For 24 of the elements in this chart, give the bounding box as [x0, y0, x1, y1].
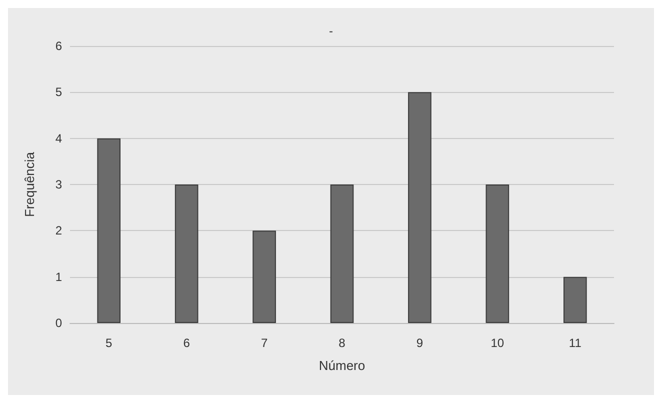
bar — [252, 230, 276, 323]
x-tick-label: 10 — [490, 336, 504, 350]
x-tick-label: 5 — [106, 336, 113, 350]
y-tick-label: 0 — [55, 316, 62, 330]
y-tick-label: 1 — [55, 270, 62, 284]
y-tick-label: 3 — [55, 178, 62, 192]
y-tick-label: 5 — [55, 85, 62, 100]
chart-title: - — [329, 24, 333, 38]
y-tick-label: 4 — [55, 131, 62, 146]
y-axis-title: Frequência — [22, 151, 37, 218]
x-axis-title: Número — [318, 358, 366, 373]
bar — [97, 138, 121, 323]
x-tick-label: 6 — [183, 336, 190, 350]
x-tick-label: 11 — [568, 336, 582, 350]
bar — [486, 184, 510, 323]
x-tick-label: 8 — [338, 336, 346, 350]
bar — [330, 184, 354, 323]
y-tick-label: 6 — [55, 39, 62, 53]
x-tick-label: 7 — [260, 336, 268, 350]
x-tick-label: 9 — [416, 336, 424, 350]
bar — [408, 92, 432, 323]
bar — [174, 184, 198, 323]
y-tick-label: 2 — [55, 224, 62, 238]
bar — [563, 276, 587, 323]
